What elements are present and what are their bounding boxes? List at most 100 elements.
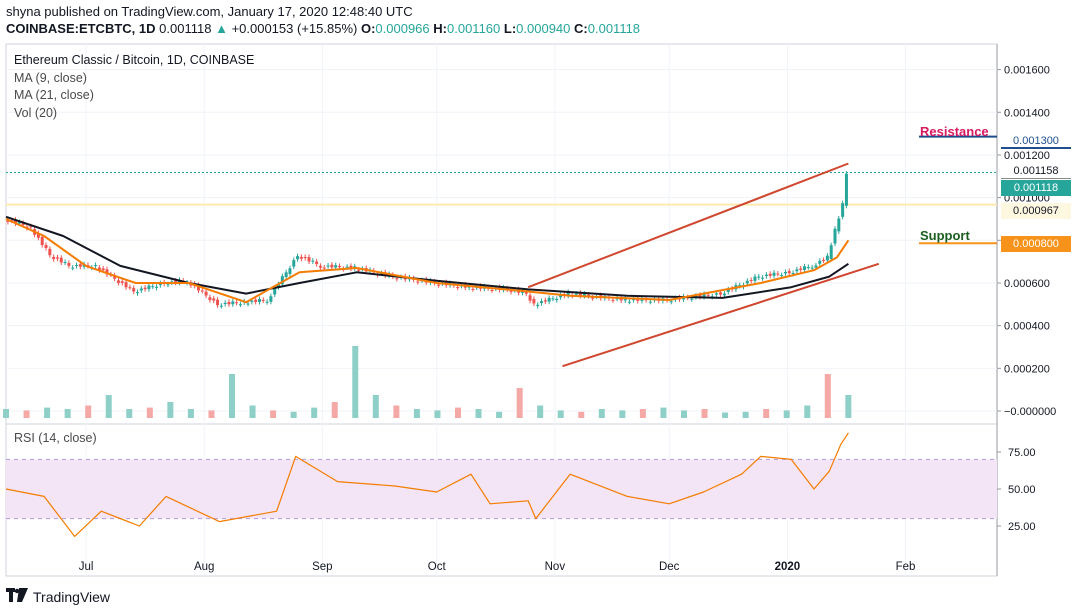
volume-bar [311, 407, 318, 418]
volume-bar [598, 409, 605, 418]
ohlc-line: COINBASE:ETCBTC, 1D 0.001118 ▲ +0.000153… [6, 20, 640, 37]
candle-body [395, 278, 399, 280]
candle-body [623, 298, 627, 301]
candle-body [574, 293, 578, 295]
candle-body [578, 292, 582, 296]
candle-body [471, 288, 475, 290]
low-label: L: [503, 21, 517, 36]
candle-body [829, 245, 833, 260]
close-label: C: [574, 21, 588, 36]
candle-body [540, 301, 544, 304]
candle-body [627, 301, 631, 303]
candle-body [78, 264, 82, 267]
candle-body [288, 268, 292, 275]
candle-body [204, 291, 208, 296]
candle-body [524, 291, 528, 294]
candle-body [536, 304, 540, 307]
volume-bar [722, 412, 729, 418]
candle-body [591, 297, 595, 299]
candle-body [632, 299, 636, 301]
price-tick-label: 0.001400 [1004, 107, 1050, 119]
candle-body [235, 302, 239, 304]
candle-body [322, 267, 326, 269]
volume-bar [85, 405, 92, 418]
candle-body [795, 269, 799, 272]
volume-bar [23, 410, 30, 418]
resistance-label: Resistance [920, 124, 989, 139]
candle-body [238, 304, 242, 306]
candle-body [212, 298, 216, 301]
candle-body [216, 299, 220, 306]
candle-body [490, 290, 494, 292]
support-label: Support [920, 228, 970, 243]
ma21-legend[interactable]: MA (21, close) [14, 88, 94, 102]
candle-body [113, 275, 117, 279]
candle-body [566, 291, 570, 296]
candle-body [745, 280, 749, 284]
candle-body [833, 228, 837, 244]
candle-body [208, 297, 212, 301]
candle-body [509, 291, 513, 293]
price-tick-label: 0.001600 [1004, 65, 1050, 77]
candle-body [97, 267, 101, 271]
candle-body [334, 265, 338, 268]
candle-body [528, 295, 532, 301]
candle-body [726, 289, 730, 292]
indicator-legend: Ethereum Classic / Bitcoin, 1D, COINBASE… [14, 52, 254, 122]
publisher-line: shyna published on TradingView.com, Janu… [6, 4, 413, 19]
volume-legend[interactable]: Vol (20) [14, 105, 58, 120]
candle-body [135, 292, 139, 294]
candle-body [844, 173, 848, 206]
candle-body [318, 265, 322, 268]
candle-body [231, 301, 235, 305]
open-price-tag: 0.000967 [1001, 203, 1071, 219]
volume-bar [270, 410, 277, 418]
candle-body [669, 301, 673, 303]
candle-body [67, 262, 71, 266]
footer-brand[interactable]: TradingView [33, 588, 111, 605]
candle-body [101, 268, 105, 271]
candle-body [44, 244, 48, 248]
candle-body [586, 294, 590, 296]
volume-bar [783, 410, 790, 418]
candle-body [722, 293, 726, 296]
ma9-line [5, 218, 850, 304]
volume-bar [393, 405, 400, 418]
symbol-label: COINBASE:ETCBTC, 1D [6, 21, 156, 36]
candle-body [416, 281, 420, 283]
candle-body [764, 274, 768, 277]
volume-bar [413, 409, 420, 418]
chart-title: Ethereum Classic / Bitcoin, 1D, COINBASE [14, 53, 255, 67]
price-tick-label: −0.000000 [1004, 406, 1056, 418]
time-tick-label: Dec [659, 561, 680, 573]
volume-bar [372, 395, 379, 418]
candle-body [772, 272, 776, 276]
volume-bar [167, 402, 174, 418]
candle-body [783, 271, 787, 274]
volume-bar [228, 374, 235, 418]
candle-body [52, 256, 56, 260]
low-value: 0.000940 [516, 21, 571, 36]
candle-body [219, 305, 223, 307]
candle-body [791, 272, 795, 275]
ma9-legend[interactable]: MA (9, close) [14, 70, 87, 85]
volume-bar [434, 410, 441, 418]
candle-body [277, 284, 281, 288]
candle-body [174, 280, 178, 283]
volume-bar [619, 410, 626, 418]
candle-body [799, 268, 803, 270]
candle-body [311, 260, 315, 262]
candle-body [757, 276, 761, 278]
candle-body [326, 265, 330, 267]
volume-bar [146, 407, 153, 418]
candle-body [75, 265, 79, 267]
open-value: 0.000966 [375, 21, 430, 36]
rsi-legend[interactable]: RSI (14, close) [14, 431, 97, 445]
time-tick-label: Jul [79, 561, 94, 573]
candle-body [738, 285, 742, 287]
candle-body [345, 266, 349, 268]
candle-body [582, 293, 586, 296]
candle-body [303, 257, 307, 259]
candle-body [648, 301, 652, 303]
